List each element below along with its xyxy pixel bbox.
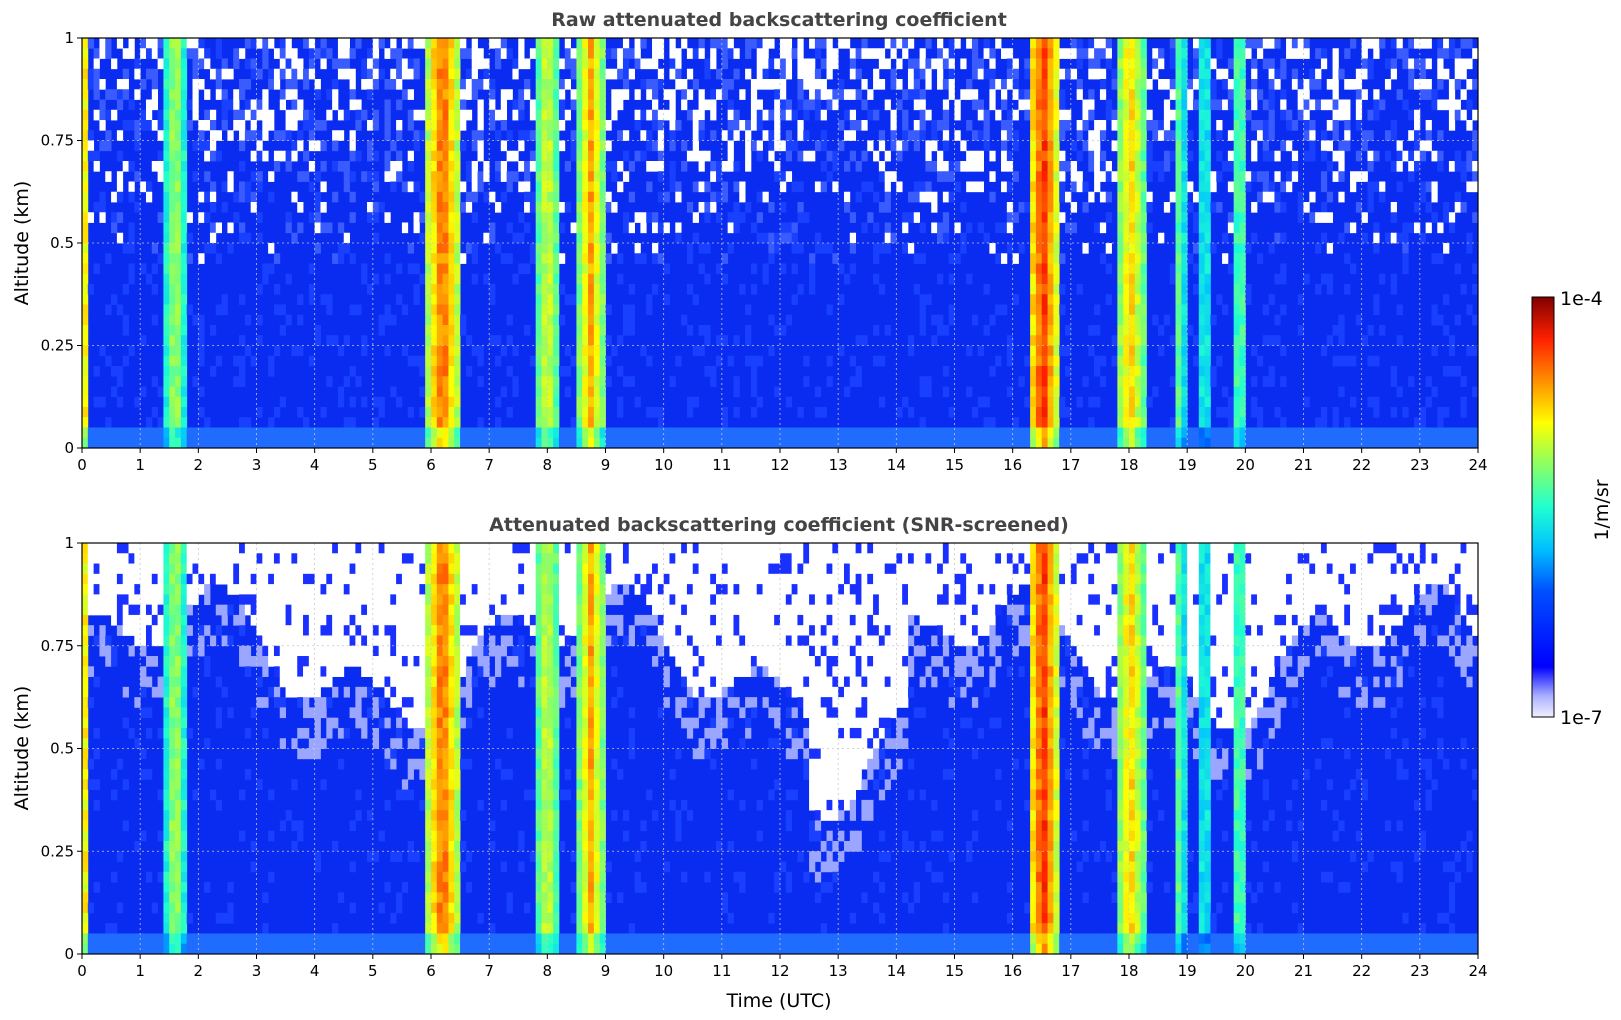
x-tick-label: 0 xyxy=(77,962,87,980)
x-tick-label: 1 xyxy=(135,962,145,980)
x-tick-label: 5 xyxy=(368,962,378,980)
x-tick-label: 5 xyxy=(368,456,378,474)
x-tick-label: 19 xyxy=(1178,962,1197,980)
colorbar: 1e-4 1e-7 1/m/sr xyxy=(1531,288,1613,729)
x-tick-label: 15 xyxy=(945,962,964,980)
x-tick-label: 17 xyxy=(1061,962,1080,980)
y-tick-label: 0 xyxy=(64,439,74,457)
x-tick-label: 16 xyxy=(1003,962,1022,980)
x-tick-label: 16 xyxy=(1003,456,1022,474)
x-tick-labels: 0 1 2 3 4 5 6 7 8 9 10 11 12 13 14 15 16 17 18 19 20 21 22 23 24 xyxy=(77,448,1488,474)
y-tick-label: 1 xyxy=(64,29,74,47)
x-axis-label: Time (UTC) xyxy=(725,990,831,1012)
x-tick-label: 9 xyxy=(601,456,611,474)
x-tick-label: 4 xyxy=(310,962,320,980)
panel-screened: Attenuated backscattering coefficient (S… xyxy=(11,514,1488,1012)
x-tick-label: 14 xyxy=(887,962,906,980)
y-tick-label: 0.5 xyxy=(50,740,74,758)
x-tick-label: 10 xyxy=(654,456,673,474)
y-tick-labels: 0 0.25 0.5 0.75 1 xyxy=(41,29,82,457)
x-tick-label: 6 xyxy=(426,456,436,474)
y-tick-labels: 0 0.25 0.5 0.75 1 xyxy=(41,534,82,963)
y-tick-label: 0.75 xyxy=(41,637,74,655)
x-tick-label: 21 xyxy=(1294,962,1313,980)
x-tick-label: 7 xyxy=(484,962,494,980)
y-tick-label: 0.25 xyxy=(41,842,74,860)
x-tick-label: 13 xyxy=(829,962,848,980)
y-tick-label: 1 xyxy=(64,534,74,552)
x-tick-label: 21 xyxy=(1294,456,1313,474)
x-tick-label: 13 xyxy=(829,456,848,474)
x-tick-label: 24 xyxy=(1468,962,1487,980)
x-tick-label: 17 xyxy=(1061,456,1080,474)
colorbar-min-label: 1e-7 xyxy=(1560,707,1603,729)
y-axis-label: Altitude (km) xyxy=(11,686,33,811)
grid xyxy=(82,38,1478,448)
x-tick-label: 12 xyxy=(770,456,789,474)
x-tick-label: 4 xyxy=(310,456,320,474)
colorbar-max-label: 1e-4 xyxy=(1560,288,1603,310)
x-tick-label: 8 xyxy=(543,962,553,980)
x-tick-label: 7 xyxy=(484,456,494,474)
x-tick-label: 2 xyxy=(194,962,204,980)
x-tick-label: 22 xyxy=(1352,456,1371,474)
x-tick-label: 2 xyxy=(194,456,204,474)
x-tick-label: 23 xyxy=(1410,456,1429,474)
colorbar-gradient xyxy=(1531,296,1555,718)
panel-raw: Raw attenuated backscattering coefficien… xyxy=(11,9,1488,474)
x-tick-label: 15 xyxy=(945,456,964,474)
x-tick-label: 6 xyxy=(426,962,436,980)
x-tick-label: 14 xyxy=(887,456,906,474)
panel-title: Raw attenuated backscattering coefficien… xyxy=(551,9,1007,31)
x-tick-label: 20 xyxy=(1236,456,1255,474)
x-tick-label: 18 xyxy=(1119,962,1138,980)
x-tick-label: 23 xyxy=(1410,962,1429,980)
y-tick-label: 0.5 xyxy=(50,234,74,252)
x-tick-label: 12 xyxy=(770,962,789,980)
grid xyxy=(82,543,1478,954)
x-tick-label: 0 xyxy=(77,456,87,474)
x-tick-label: 18 xyxy=(1119,456,1138,474)
x-tick-label: 3 xyxy=(252,456,262,474)
x-tick-label: 9 xyxy=(601,962,611,980)
x-tick-label: 11 xyxy=(712,456,731,474)
x-tick-label: 22 xyxy=(1352,962,1371,980)
x-tick-label: 19 xyxy=(1178,456,1197,474)
x-tick-label: 20 xyxy=(1236,962,1255,980)
panel-title: Attenuated backscattering coefficient (S… xyxy=(489,514,1069,536)
x-tick-labels: 0 1 2 3 4 5 6 7 8 9 10 11 12 13 14 15 16 17 18 19 20 21 22 23 24 xyxy=(77,954,1488,980)
x-tick-label: 10 xyxy=(654,962,673,980)
x-tick-label: 1 xyxy=(135,456,145,474)
x-tick-label: 24 xyxy=(1468,456,1487,474)
x-tick-label: 8 xyxy=(543,456,553,474)
y-tick-label: 0.75 xyxy=(41,132,74,150)
y-tick-label: 0 xyxy=(64,945,74,963)
y-axis-label: Altitude (km) xyxy=(11,181,33,306)
x-tick-label: 11 xyxy=(712,962,731,980)
colorbar-label: 1/m/sr xyxy=(1591,479,1613,540)
x-tick-label: 3 xyxy=(252,962,262,980)
y-tick-label: 0.25 xyxy=(41,337,74,355)
